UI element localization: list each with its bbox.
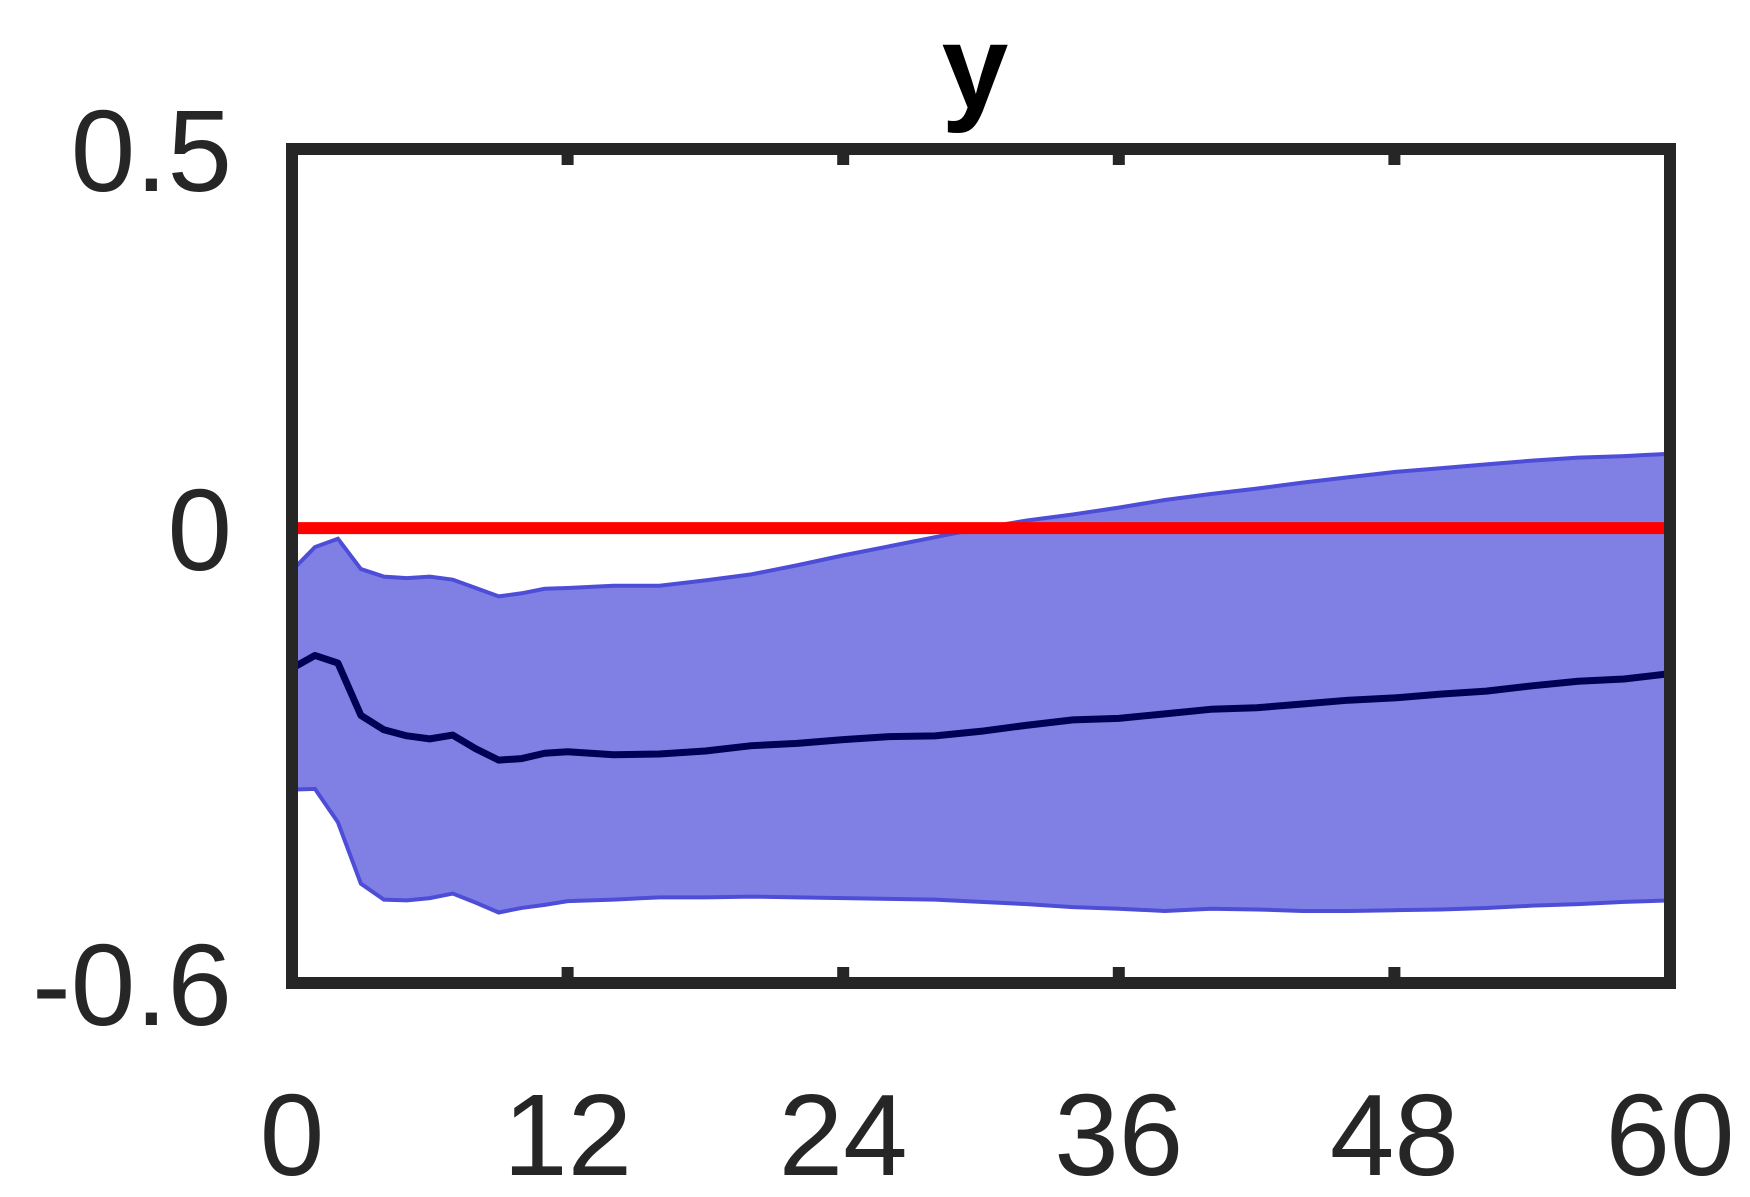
x-tick-label: 60 (1605, 1070, 1734, 1197)
band-upper-edge (290, 451, 1671, 599)
band-lower-edge (291, 786, 1671, 915)
y-axis-ticks: -0.6 0 0.5 (32, 86, 232, 1050)
confidence-band (292, 453, 1670, 913)
x-tick-label: 48 (1330, 1070, 1459, 1197)
y-tick-label: 0 (167, 465, 232, 595)
x-axis-ticks: 0 12 24 36 48 60 (260, 149, 1735, 1197)
chart-title: y (942, 0, 1009, 134)
y-tick-label: -0.6 (32, 920, 232, 1050)
plot-area (286, 143, 1676, 989)
x-tick-label: 12 (503, 1070, 632, 1197)
x-tick-label: 24 (779, 1070, 908, 1197)
x-tick-label: 36 (1054, 1070, 1183, 1197)
x-tick-label: 0 (260, 1070, 325, 1197)
axes-box (286, 143, 1676, 989)
y-tick-label: 0.5 (71, 86, 232, 216)
median-response-line (290, 651, 1671, 764)
